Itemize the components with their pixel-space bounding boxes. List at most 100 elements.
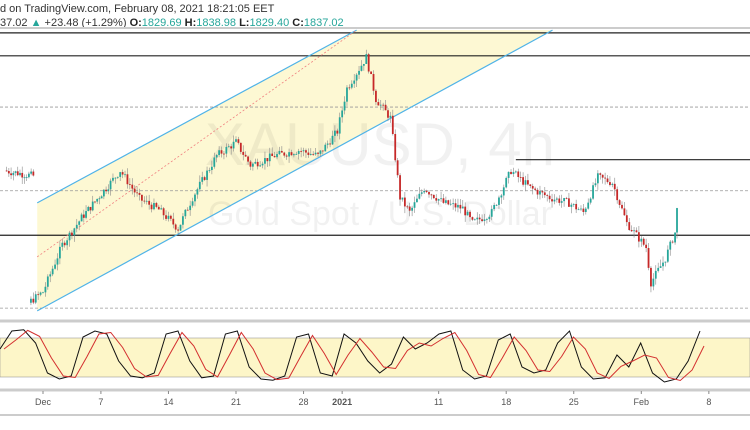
candle-body bbox=[285, 155, 288, 157]
candle-body bbox=[637, 232, 640, 242]
candle-body bbox=[558, 198, 561, 203]
candle-body bbox=[256, 161, 259, 167]
candle-body bbox=[459, 204, 462, 209]
candle-body bbox=[375, 90, 377, 103]
header-title: d on TradingView.com, February 08, 2021 … bbox=[0, 3, 275, 15]
candle-body bbox=[358, 70, 360, 75]
candle-body bbox=[112, 177, 114, 181]
candle-body bbox=[420, 192, 423, 194]
candle-body bbox=[160, 208, 163, 210]
candle-body bbox=[297, 150, 300, 154]
ohlc-line: 37.02 ▲ +23.48 (+1.29%) O:1829.69 H:1838… bbox=[0, 16, 344, 30]
candle-body bbox=[182, 216, 184, 225]
candle-body bbox=[280, 150, 283, 153]
candle-body bbox=[63, 242, 66, 246]
candle-body bbox=[435, 198, 438, 201]
candle-body bbox=[669, 241, 672, 250]
candle-body bbox=[191, 201, 194, 206]
candle-body bbox=[145, 200, 148, 202]
high-label: H: bbox=[184, 17, 197, 29]
candle-body bbox=[138, 192, 141, 195]
candle-body bbox=[218, 150, 221, 155]
candle-body bbox=[423, 190, 426, 193]
candle-body bbox=[534, 188, 537, 190]
candle-body bbox=[321, 150, 324, 152]
candle-body bbox=[25, 177, 28, 178]
candle-body bbox=[343, 101, 346, 111]
x-tick-label: 11 bbox=[434, 397, 443, 407]
candle-body bbox=[391, 115, 394, 134]
candle-body bbox=[19, 172, 21, 176]
candle-body bbox=[169, 215, 172, 219]
candle-body bbox=[618, 200, 621, 205]
candle-body bbox=[536, 189, 539, 195]
candle-body bbox=[461, 206, 464, 209]
candle-body bbox=[471, 217, 474, 220]
candle-body bbox=[288, 152, 290, 157]
candle-body bbox=[153, 202, 155, 210]
candle-body bbox=[312, 153, 315, 155]
candle-body bbox=[10, 173, 12, 176]
candle-body bbox=[355, 74, 358, 81]
candle-body bbox=[324, 144, 327, 152]
candle-body bbox=[273, 156, 276, 158]
candle-body bbox=[12, 172, 15, 176]
candle-body bbox=[609, 182, 611, 185]
candle-body bbox=[606, 178, 609, 183]
candle-body bbox=[73, 228, 76, 236]
candle-body bbox=[155, 202, 158, 207]
candle-body bbox=[384, 104, 387, 111]
candle-body bbox=[157, 206, 160, 210]
candle-body bbox=[601, 174, 604, 178]
candle-body bbox=[278, 150, 281, 155]
candle-body bbox=[662, 262, 664, 267]
candle-body bbox=[657, 267, 660, 271]
candle-body bbox=[548, 195, 551, 200]
candle-body bbox=[172, 218, 175, 225]
candle-body bbox=[71, 232, 73, 236]
candle-body bbox=[488, 216, 491, 220]
candle-body bbox=[348, 87, 351, 89]
channel-midline bbox=[36, 29, 357, 258]
candle-body bbox=[223, 153, 225, 155]
candle-body bbox=[189, 205, 192, 211]
candle-body bbox=[654, 270, 657, 279]
candle-body bbox=[266, 158, 269, 162]
candle-body bbox=[664, 261, 667, 263]
candle-body bbox=[167, 215, 170, 219]
candle-body bbox=[94, 201, 96, 203]
candle-body bbox=[413, 202, 416, 208]
candle-body bbox=[261, 163, 264, 166]
open-value: 1829.69 bbox=[141, 17, 182, 29]
candle-body bbox=[44, 286, 47, 293]
candle-body bbox=[290, 152, 293, 156]
candle-body bbox=[27, 173, 30, 178]
candle-body bbox=[213, 157, 216, 167]
candle-body bbox=[353, 80, 356, 84]
candle-body bbox=[107, 189, 110, 192]
candle-body bbox=[399, 175, 401, 200]
candle-body bbox=[126, 174, 129, 185]
candle-body bbox=[449, 203, 452, 205]
candle-body bbox=[283, 152, 286, 156]
candle-body bbox=[594, 183, 597, 186]
candle-body bbox=[96, 198, 99, 202]
candle-body bbox=[478, 217, 481, 220]
candle-body bbox=[572, 203, 575, 205]
symbol-watermark: XAUUSD, 4h bbox=[205, 111, 555, 178]
open-label: O: bbox=[129, 17, 142, 29]
candle-body bbox=[264, 158, 266, 164]
candle-body bbox=[401, 197, 404, 200]
candle-body bbox=[553, 199, 556, 202]
candle-body bbox=[128, 184, 131, 186]
candle-body bbox=[500, 195, 503, 198]
candle-body bbox=[406, 206, 409, 208]
candle-body bbox=[551, 199, 553, 202]
candle-body bbox=[346, 87, 348, 102]
candle-body bbox=[442, 198, 445, 203]
candle-body bbox=[85, 211, 87, 218]
candle-body bbox=[225, 146, 228, 154]
candle-body bbox=[141, 194, 143, 201]
candle-body bbox=[519, 177, 522, 178]
